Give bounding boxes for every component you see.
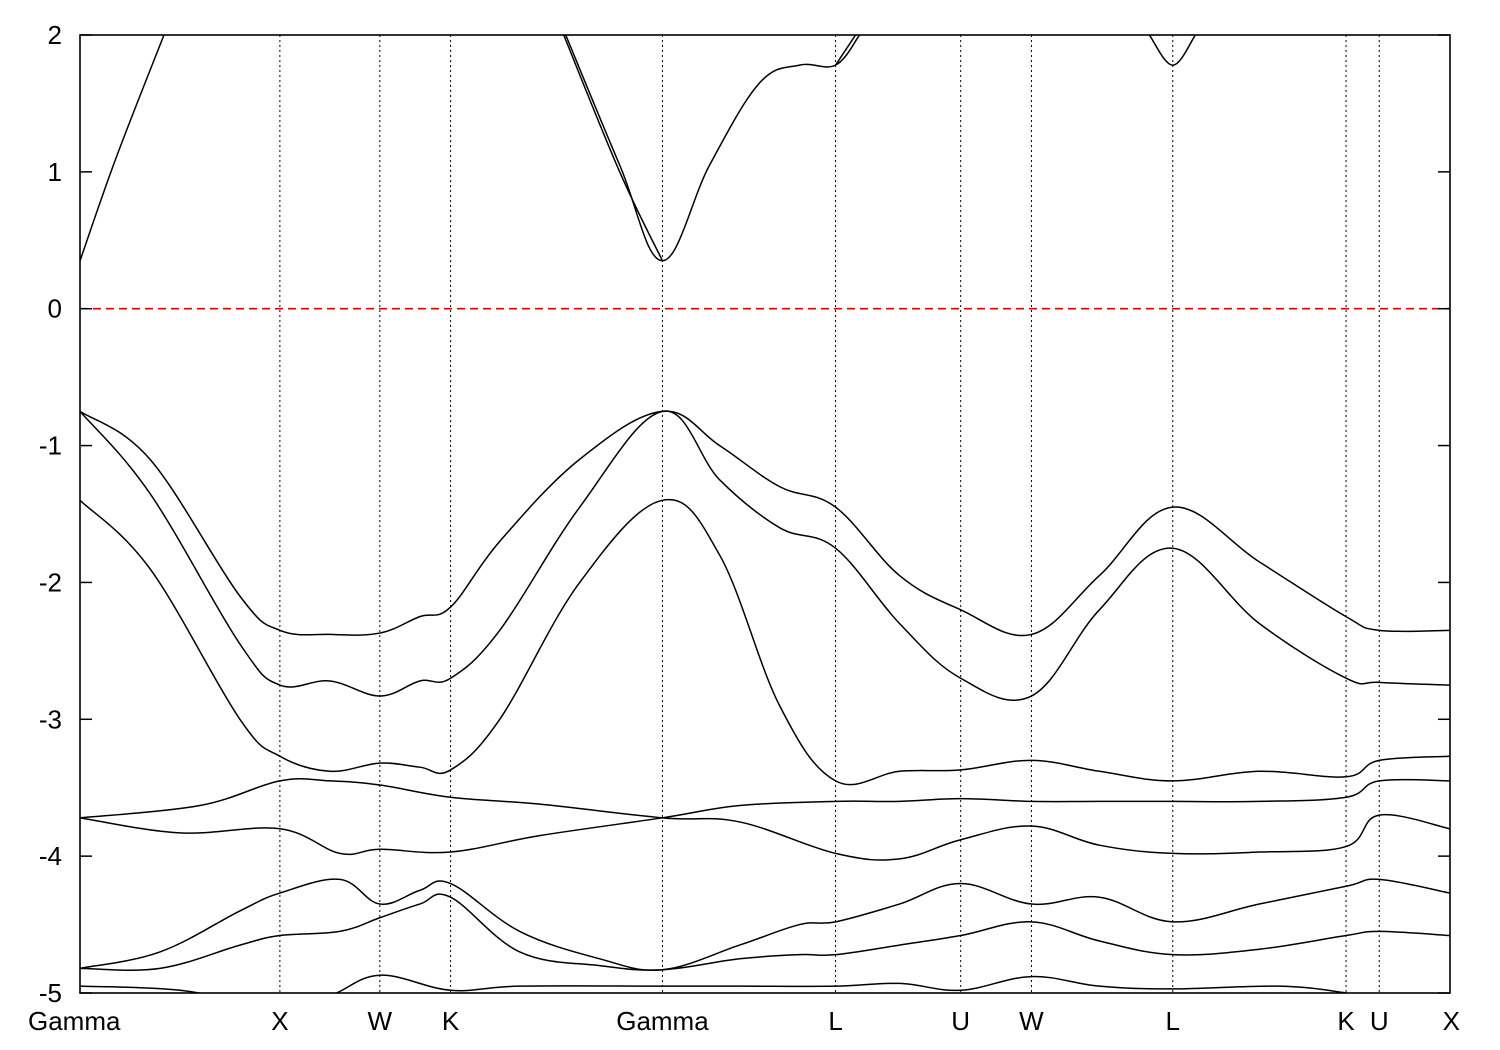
y-tick-label: -3 [39,704,62,734]
y-tick-label: -4 [39,841,62,871]
band-line [563,35,664,262]
band-line [1148,35,1196,66]
y-axis: -5 -4 -3 -2 -1 0 1 2 [39,20,1450,1008]
band-line [834,35,857,66]
band-line [80,410,1450,637]
band-line [80,777,1450,861]
band-line [80,893,1450,971]
x-tick-label: X [271,1006,288,1036]
x-tick-label: X [1443,1006,1460,1036]
band-line [80,35,165,262]
x-tick-label: Gamma [616,1006,709,1036]
x-tick-label: K [442,1006,460,1036]
x-tick-label: L [1166,1006,1180,1036]
y-tick-label: -5 [39,978,62,1008]
x-tick-label: U [951,1006,970,1036]
band-line [80,778,1450,856]
x-tick-label: L [828,1006,842,1036]
y-tick-label: 0 [48,294,62,324]
band-line [80,498,1450,786]
gridlines [279,35,1380,993]
x-tick-label: W [368,1006,393,1036]
band-line [80,878,1450,971]
y-tick-label: 1 [48,157,62,187]
band-line [565,35,861,262]
band-series [80,35,1450,993]
x-tick-label: W [1019,1006,1044,1036]
y-tick-label: -1 [39,431,62,461]
band-line [80,410,1450,701]
y-tick-label: 2 [48,20,62,50]
x-axis: Gamma X W K Gamma L U W L K U X [28,1006,1460,1036]
plot-frame [79,34,1451,994]
x-tick-label: U [1370,1006,1389,1036]
y-tick-label: -2 [39,567,62,597]
x-tick-label: Gamma [28,1006,121,1036]
band-line [80,974,1351,993]
x-tick-label: K [1337,1006,1355,1036]
